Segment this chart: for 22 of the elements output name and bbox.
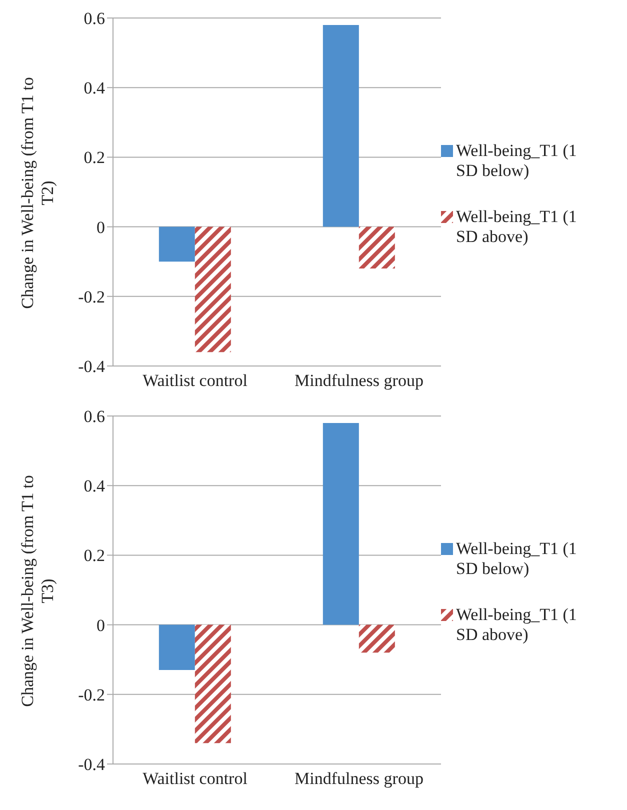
y-tick-label: 0 <box>96 616 105 635</box>
y-tick-label: -0.4 <box>78 357 106 376</box>
y-tick-label: -0.4 <box>78 755 106 774</box>
y-tick-label: 0.6 <box>84 9 105 28</box>
y-tick-label: 0.2 <box>84 148 105 168</box>
x-tick-label: Mindfulness group <box>294 769 424 788</box>
y-tick-label: -0.2 <box>78 685 105 704</box>
y-axis-title: Change in Well-being (from T1 to T3) <box>18 474 58 709</box>
legend-label: Well-being_T1 (1 SD below) <box>456 141 578 181</box>
x-tick-label: Waitlist control <box>142 371 248 390</box>
legend-label: Well-being_T1 (1 SD below) <box>456 539 578 579</box>
x-tick-label: Waitlist control <box>142 769 248 788</box>
y-tick-label: 0.2 <box>84 546 105 566</box>
y-tick-label: 0 <box>96 218 105 237</box>
y-axis-title: Change in Well-being (from T1 to T2) <box>18 76 58 311</box>
legend-label: Well-being_T1 (1 SD above) <box>456 207 578 247</box>
y-tick-label: 0.6 <box>84 407 105 426</box>
y-tick-label: -0.2 <box>78 287 105 306</box>
y-tick-label: 0.4 <box>84 476 106 496</box>
x-tick-label: Mindfulness group <box>294 371 424 390</box>
y-tick-label: 0.4 <box>84 78 106 98</box>
legend-label: Well-being_T1 (1 SD above) <box>456 605 578 645</box>
